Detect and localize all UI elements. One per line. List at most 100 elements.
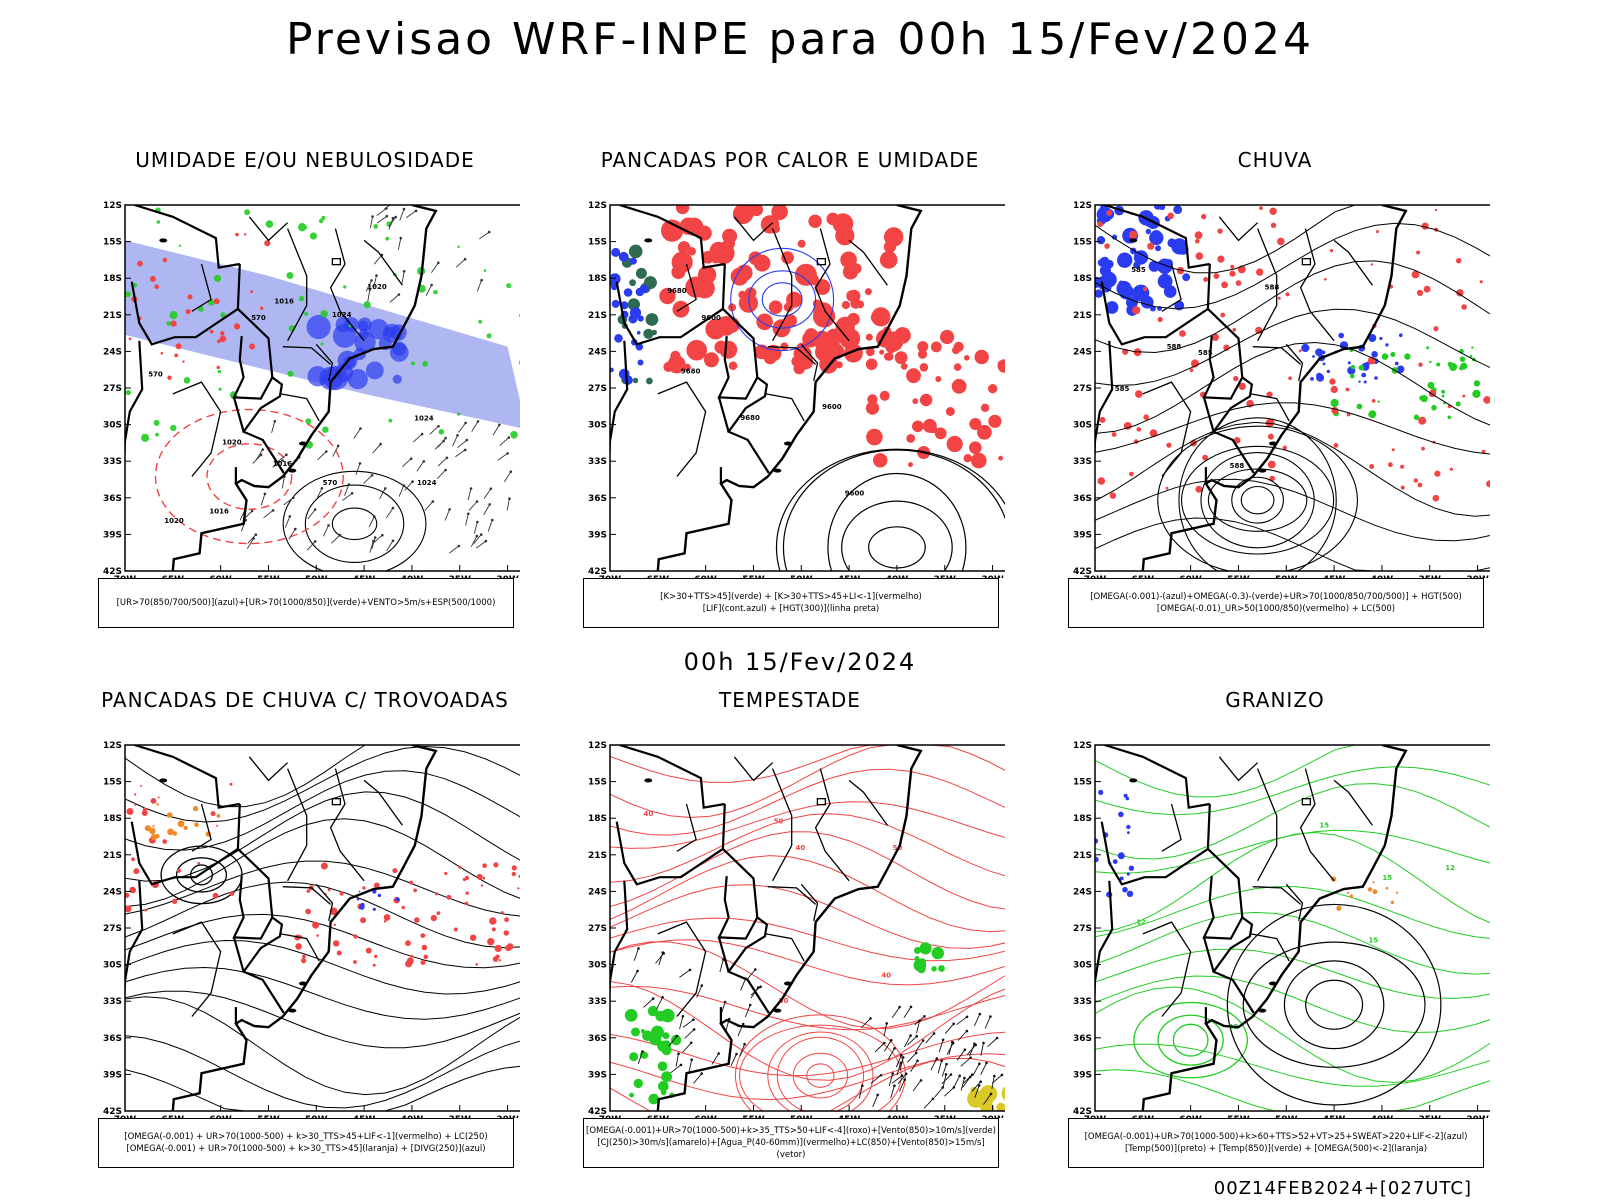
red-contour-blob [170,320,177,327]
wind-vector [895,1055,902,1068]
omega-red [1203,277,1209,282]
instability-area [714,340,728,354]
wind-vector-head [989,1092,993,1096]
wind-vector [980,1062,987,1075]
wind-vector-head [662,952,666,955]
omega-green [1429,360,1432,364]
lc500-streamline [1095,260,1490,354]
contour-label: 50 [774,818,784,826]
panel-title: PANCADAS POR CALOR E UMIDADE [600,148,980,172]
wind-vector-head [916,1059,919,1063]
lat-label: 30S [588,421,607,431]
instability-area [969,418,982,430]
lc250-streamline [125,966,520,1020]
map-pancadas-calor: 96809680968096009600960012S15S18S21S24S2… [588,201,1005,578]
country-border [717,336,759,400]
omega-green [1413,414,1420,421]
lc500-streamline [1095,308,1490,387]
red-contour-blob [160,352,164,355]
wind-vector [437,437,446,448]
wind-vector-head [506,452,509,455]
state-border [282,346,332,365]
hgt-contour [841,500,953,571]
wind-vector [923,1098,934,1109]
wind-vector-head [883,1041,886,1045]
wind850-green [661,1008,675,1023]
storm-orange [156,803,159,806]
omega-green [1356,403,1363,410]
contour-label: 585 [1198,349,1213,357]
wind850-green [629,1092,634,1098]
wind-vector [401,458,412,468]
storm-red [465,891,469,895]
wind-vector-head [944,1073,948,1076]
legend-line-1: [K>30+TTS>45](verde) + [K>30+TTS>45+LI<-… [660,592,922,602]
lake [1129,238,1138,243]
temp850-contour [1095,766,1490,816]
lon-label: 70W [114,575,137,578]
coastline [1141,205,1408,571]
wind-vector-head [931,1097,935,1101]
green-contour-blob [388,418,393,423]
wind-vector [915,1040,924,1052]
contour-label: 570 [148,371,163,379]
green-contour-blob [286,272,294,279]
wind-vector [930,1058,938,1071]
storm-red [374,954,378,958]
omega-green [1472,389,1481,398]
storm-red [373,882,380,889]
storm-red [503,930,509,936]
omega-red [1217,228,1223,234]
omega-red [1267,460,1276,469]
lc850-contour [767,1031,874,1111]
federal-district [1301,258,1312,266]
lat-label: 27S [588,384,607,394]
omega-green [1390,352,1396,357]
red-contour-blob [128,337,132,341]
wind850-green [662,1032,670,1040]
wind-vector-head [430,283,433,287]
jet-yellow [1001,1086,1005,1101]
wind-vector [331,534,341,544]
omega-blue [1312,355,1315,358]
instability-area [722,228,738,244]
storm-red [157,796,160,799]
panel-pancadas-calor: PANCADAS POR CALOR E UMIDADE 9680 9680 968… [575,148,1005,628]
hail-blue [1126,890,1134,897]
omega-red [1230,264,1235,269]
pw-contour [610,884,1005,949]
omega-red [1165,486,1169,490]
lake [1129,778,1138,783]
green-contour-blob [457,412,461,416]
instability-area [663,361,674,372]
wind-vector [473,534,482,544]
state-border [733,756,774,782]
hail-blue [1095,838,1099,844]
wind-vector [371,537,376,550]
instability-area-green [635,267,647,279]
omega-red [1400,464,1405,469]
lon-label: 35W [934,575,957,578]
wind-vector [452,435,458,447]
wind-vector [944,1087,955,1097]
omega-blue [1379,336,1383,341]
wind-vector-head [465,438,469,442]
storm-orange [216,814,221,818]
wind-vector [872,1094,879,1108]
wind-vector [373,254,383,265]
instability-area [677,241,691,254]
lon-label: 35W [449,575,472,578]
wind-vector-head [759,985,762,988]
omega-red [1166,442,1172,448]
storm-red [469,934,477,941]
wind-vector [475,540,487,549]
wind-vector-head [359,427,362,430]
omega-red [1433,326,1439,332]
omega-red [1345,387,1350,392]
omega-green [1377,400,1380,403]
wind-vector [373,534,383,544]
wind-vector [444,509,451,521]
storm-red [316,934,319,937]
omega-red [1195,252,1204,260]
wind-vector-head [327,524,330,527]
